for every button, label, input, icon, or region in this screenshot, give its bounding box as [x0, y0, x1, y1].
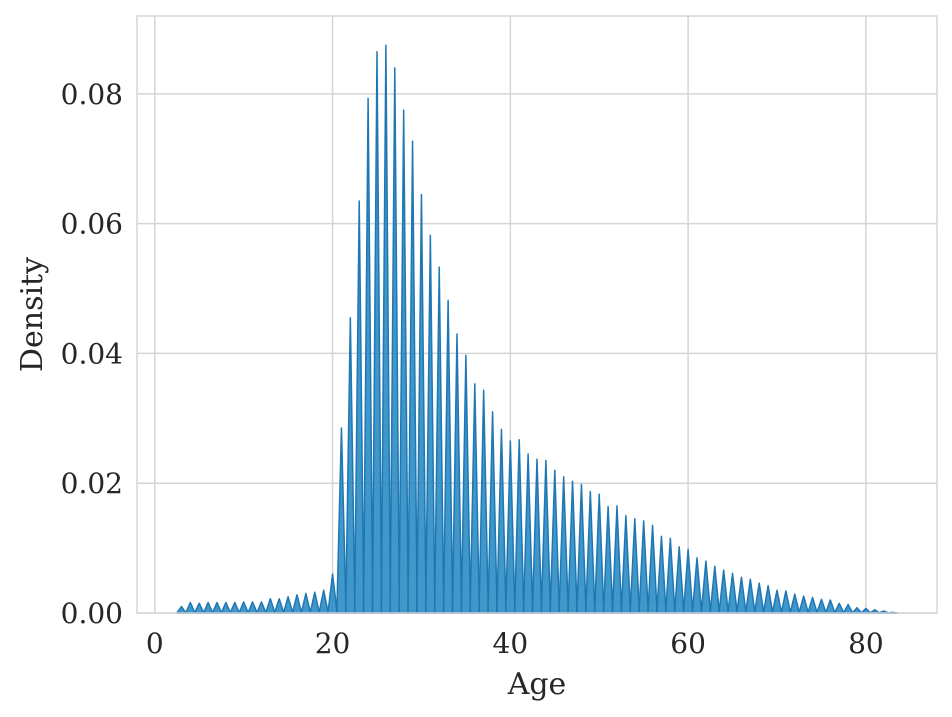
density-peak	[460, 354, 472, 614]
density-peak	[549, 469, 561, 614]
density-peak	[202, 601, 214, 614]
density-peak	[416, 193, 427, 614]
y-tick-label: 0.02	[61, 467, 123, 500]
density-peak	[558, 475, 570, 614]
density-peak	[318, 589, 330, 614]
density-peak	[336, 427, 347, 614]
x-axis-title: Age	[507, 667, 567, 702]
density-peak	[593, 493, 605, 614]
density-peak	[718, 569, 730, 614]
density-peak	[184, 601, 196, 614]
density-peak	[238, 601, 250, 614]
density-peak	[700, 560, 712, 614]
density-peak	[504, 440, 516, 614]
plot-layer	[176, 44, 898, 614]
tick-layer: 0 20 40 60 80 0.00 0.02 0.04 0.06 0.08	[61, 78, 884, 660]
density-peak	[487, 411, 498, 614]
density-peak	[327, 573, 338, 614]
density-peak	[247, 601, 258, 614]
density-peak	[727, 572, 738, 614]
density-peak	[309, 591, 321, 614]
density-peak	[264, 597, 276, 614]
density-peak	[478, 389, 490, 614]
density-peak	[273, 597, 285, 614]
y-tick-label: 0.06	[61, 208, 123, 241]
density-peak	[709, 565, 721, 614]
plot-frame	[136, 15, 938, 614]
density-peak	[771, 589, 783, 614]
density-peak	[576, 483, 587, 614]
density-peak	[851, 607, 863, 614]
density-peak	[807, 596, 818, 614]
density-peak	[380, 44, 392, 614]
density-peak	[353, 200, 365, 614]
density-peak	[220, 601, 232, 614]
density-peak	[291, 594, 303, 614]
density-peak	[647, 524, 658, 614]
density-peak	[629, 518, 641, 614]
density-peak	[602, 505, 614, 614]
density-peak	[567, 480, 578, 614]
density-peak	[469, 383, 481, 614]
density-peak	[522, 453, 534, 614]
density-peak	[798, 595, 810, 614]
y-tick-label: 0.08	[61, 78, 123, 111]
density-peak	[584, 490, 596, 614]
density-peak	[362, 97, 374, 614]
density-peak	[442, 299, 454, 614]
density-peak	[656, 535, 667, 614]
density-peak	[842, 603, 854, 614]
density-peak	[780, 590, 792, 614]
density-peak	[682, 548, 694, 614]
density-peak	[762, 584, 774, 614]
density-peak	[638, 520, 650, 614]
density-peak	[611, 505, 623, 614]
density-peak	[371, 50, 383, 614]
density-peak	[673, 546, 685, 614]
density-peak	[531, 458, 543, 614]
density-peak	[407, 140, 418, 614]
density-peak	[620, 514, 632, 614]
density-peak	[824, 599, 836, 614]
density-peak	[451, 333, 463, 614]
density-peak	[691, 557, 703, 614]
density-peak	[229, 601, 241, 614]
density-peak	[833, 602, 845, 614]
x-tick-label: 0	[146, 627, 164, 660]
density-peak	[789, 593, 801, 614]
density-peak	[816, 598, 827, 614]
density-peak	[664, 537, 676, 614]
density-peak	[744, 578, 756, 614]
density-peak	[193, 602, 205, 614]
x-tick-label: 60	[670, 627, 706, 660]
density-peak	[433, 266, 445, 614]
y-tick-label: 0.04	[61, 337, 123, 370]
density-peak	[176, 605, 187, 614]
x-tick-label: 40	[493, 627, 529, 660]
density-peak	[300, 592, 312, 614]
x-tick-label: 20	[315, 627, 351, 660]
density-peak	[424, 234, 436, 614]
density-peak	[513, 438, 525, 614]
density-peak	[211, 601, 223, 614]
y-tick-label: 0.00	[61, 597, 123, 630]
density-peak	[496, 428, 507, 614]
density-peak	[282, 596, 294, 614]
density-peak	[389, 67, 401, 614]
density-peak	[398, 109, 410, 614]
density-peak	[344, 316, 356, 614]
density-peak	[256, 601, 267, 614]
x-tick-label: 80	[848, 627, 884, 660]
density-peak	[736, 576, 747, 614]
density-peak	[753, 582, 765, 614]
y-axis-title: Density	[15, 257, 50, 372]
